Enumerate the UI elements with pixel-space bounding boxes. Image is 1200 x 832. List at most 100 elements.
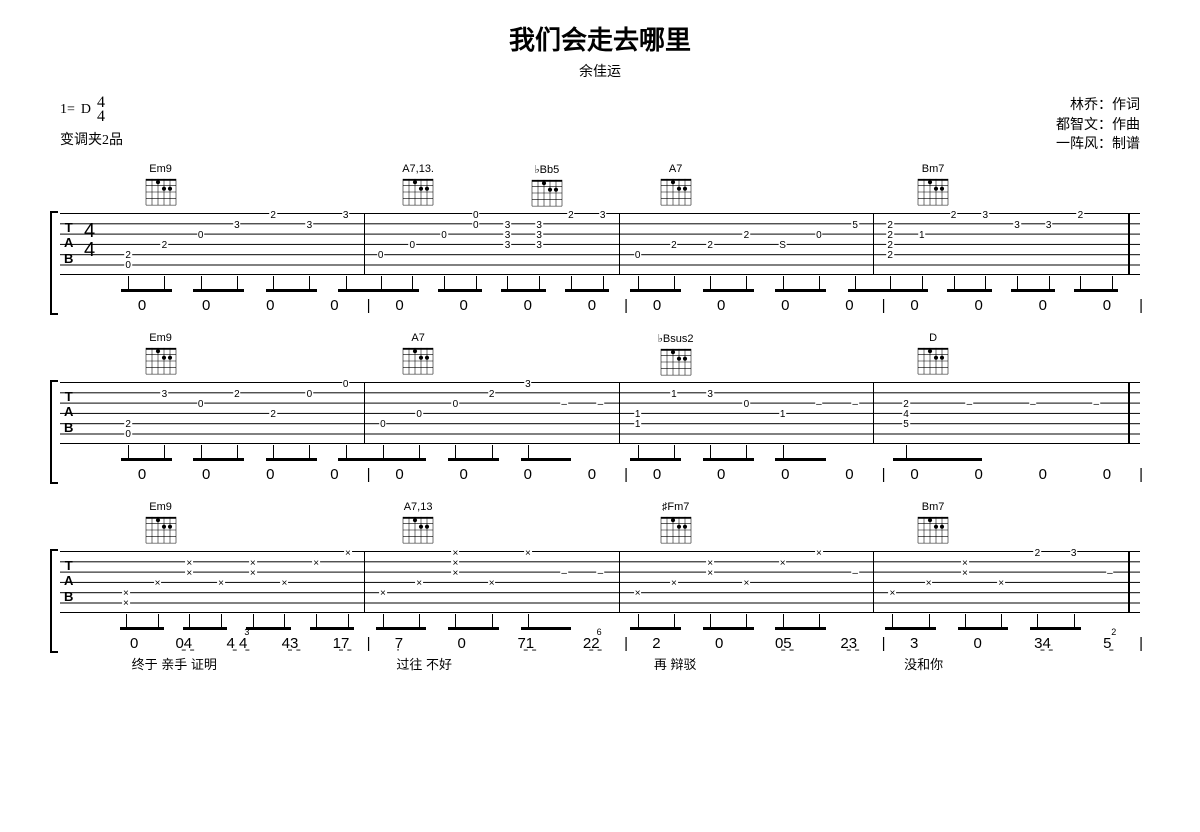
chord-diagram: Em9 bbox=[131, 501, 191, 545]
note-column: 0 bbox=[339, 383, 353, 445]
jianpu-measure: 00̱4̱4̱ 4̱34̱3̱1̱7̱ 终于 亲手 证明 bbox=[110, 635, 368, 673]
note-column: 3 bbox=[1067, 552, 1081, 614]
note-column: × bbox=[412, 552, 426, 614]
note-column: 333 bbox=[532, 214, 546, 276]
note-column: ×× bbox=[958, 552, 972, 614]
note-column: ×× bbox=[703, 552, 717, 614]
tab-clef: TAB bbox=[64, 558, 73, 605]
lyric-text: 过往 不好 bbox=[368, 654, 625, 673]
note-column: × bbox=[631, 552, 645, 614]
jianpu-note: 0 bbox=[778, 297, 792, 314]
jianpu-note: 0 bbox=[778, 466, 792, 483]
note-column: S bbox=[776, 214, 790, 276]
note-column: 3 bbox=[978, 214, 992, 276]
measure: ×××××23– bbox=[874, 552, 1130, 612]
note-column: 3 bbox=[596, 214, 610, 276]
jianpu-note: 0 bbox=[585, 466, 599, 483]
chord-diagram: Bm7 bbox=[903, 501, 963, 545]
jianpu-measure: 0000 bbox=[625, 297, 883, 314]
jianpu-note: 1̱7̱ bbox=[333, 635, 350, 652]
jianpu-note: 0 bbox=[1036, 466, 1050, 483]
measure: 00023–– bbox=[365, 383, 620, 443]
jianpu-note: 7̣ bbox=[392, 635, 406, 652]
systems-container: Em9A7,13.♭Bb5A7Bm7TAB4420203233000003333… bbox=[60, 163, 1140, 673]
jianpu-note: 0 bbox=[842, 297, 856, 314]
note-column: × bbox=[922, 552, 936, 614]
note-column: ×× bbox=[246, 552, 260, 614]
composer-credit: 都智文：作曲 bbox=[1056, 116, 1140, 136]
tab-system: Em9A7,13♯Fm7Bm7TAB××××××××××××××××××––××… bbox=[60, 501, 1140, 673]
jianpu-note: 0 bbox=[908, 466, 922, 483]
jianpu-note: 0 bbox=[585, 297, 599, 314]
note-column: – bbox=[848, 383, 862, 445]
measure: ×××××××–– bbox=[365, 552, 620, 612]
chord-diagram: A7,13 bbox=[388, 501, 448, 545]
note-column: 0 bbox=[631, 214, 645, 276]
note-column: – bbox=[593, 383, 607, 445]
jianpu-measure: 0000 bbox=[625, 466, 883, 483]
tab-staff: TAB442020323300000333333230222S052222123… bbox=[60, 213, 1140, 275]
jianpu-row: 0000000000000000 bbox=[60, 297, 1140, 314]
jianpu-note: 0 bbox=[327, 297, 341, 314]
note-column: 00 bbox=[469, 214, 483, 276]
note-column: × bbox=[667, 552, 681, 614]
chord-diagram: Em9 bbox=[131, 332, 191, 376]
note-column: × bbox=[341, 552, 355, 614]
jianpu-note: 2 bbox=[649, 635, 663, 652]
tab-staff: TAB2030220000023––111301––245––– bbox=[60, 382, 1140, 444]
note-column: × bbox=[885, 552, 899, 614]
jianpu-note: 0 bbox=[327, 466, 341, 483]
note-column: 2 bbox=[564, 214, 578, 276]
note-column: 0 bbox=[412, 383, 426, 445]
tab-staff: TAB××××××××××××××××××––×××××××–×××××23– bbox=[60, 551, 1140, 613]
jianpu-note: 0 bbox=[457, 297, 471, 314]
jianpu-note: 0 bbox=[650, 297, 664, 314]
chord-diagram: A7,13. bbox=[388, 163, 448, 207]
chord-diagram: A7 bbox=[388, 332, 448, 376]
jianpu-row: 00̱4̱4̱ 4̱34̱3̱1̱7̱ 终于 亲手 证明7̣07̱1̱2̱2̱6… bbox=[60, 635, 1140, 673]
note-column: 0 bbox=[812, 214, 826, 276]
note-column: 0 bbox=[376, 383, 390, 445]
note-column: 2 bbox=[739, 214, 753, 276]
note-column: 2 bbox=[1030, 552, 1044, 614]
note-column: ×× bbox=[182, 552, 196, 614]
jianpu-note: 0 bbox=[650, 466, 664, 483]
chord-row: Em9A7♭Bsus2D bbox=[110, 332, 1140, 380]
jianpu-note: 3 bbox=[907, 635, 921, 652]
jianpu-note: 0 bbox=[199, 297, 213, 314]
note-column: – bbox=[1089, 383, 1103, 445]
note-column: × bbox=[994, 552, 1008, 614]
jianpu-measure: 0000 bbox=[883, 297, 1141, 314]
note-column: 2 bbox=[230, 383, 244, 445]
jianpu-note: 0 bbox=[1036, 297, 1050, 314]
note-column: 3 bbox=[703, 383, 717, 445]
jianpu-note: 3̱4̱ bbox=[1034, 635, 1051, 652]
note-column: 20 bbox=[121, 383, 135, 445]
jianpu-note: 0 bbox=[842, 466, 856, 483]
jianpu-note: 0 bbox=[455, 635, 469, 652]
note-column: 5 bbox=[848, 214, 862, 276]
note-column: 0 bbox=[194, 214, 208, 276]
note-column: 3 bbox=[521, 383, 535, 445]
chord-diagram: ♯Fm7 bbox=[646, 501, 706, 545]
note-column: 1 bbox=[776, 383, 790, 445]
jianpu-note: 0 bbox=[263, 297, 277, 314]
chord-row: Em9A7,13.♭Bb5A7Bm7 bbox=[110, 163, 1140, 211]
note-column: 0 bbox=[739, 383, 753, 445]
jianpu-note: 7̱1̱ bbox=[517, 635, 534, 652]
measure: 0222S05 bbox=[620, 214, 875, 274]
jianpu-note: 0 bbox=[972, 297, 986, 314]
jianpu-note: 0 bbox=[135, 466, 149, 483]
note-column: × bbox=[214, 552, 228, 614]
note-column: – bbox=[962, 383, 976, 445]
note-column: 11 bbox=[631, 383, 645, 445]
note-column: – bbox=[557, 383, 571, 445]
note-column: 0 bbox=[437, 214, 451, 276]
jianpu-measure: 0000 bbox=[110, 466, 368, 483]
jianpu-note: 0 bbox=[1100, 466, 1114, 483]
tab-credit: 一阵风：制谱 bbox=[1056, 135, 1140, 155]
system-bracket bbox=[50, 549, 58, 653]
note-column: – bbox=[812, 383, 826, 445]
jianpu-note: 0 bbox=[521, 466, 535, 483]
chord-diagram: ♭Bsus2 bbox=[646, 332, 706, 377]
